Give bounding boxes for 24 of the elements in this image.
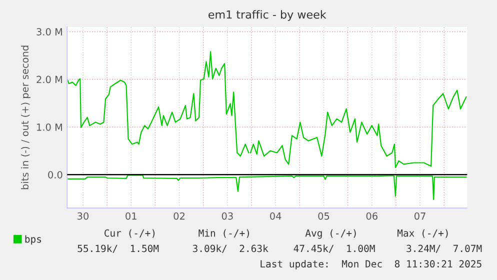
- text: 3.24M/ 7.07M: [406, 244, 482, 253]
- chart-title: em1 traffic - by week: [208, 10, 326, 21]
- x-tick-label: 03: [222, 212, 233, 220]
- x-tick-label: 07: [414, 212, 426, 220]
- x-tick-label: 30: [78, 212, 89, 220]
- y-tick-label: 1.0 M: [37, 123, 62, 131]
- text: 47.45k/ 1.00M: [294, 244, 375, 253]
- text: Avg (-/+): [305, 229, 356, 239]
- y-tick-label: 2.0 M: [36, 76, 62, 84]
- legend-label: bps: [25, 235, 42, 245]
- x-tick-label: 02: [174, 212, 184, 220]
- text: Cur (-/+): [104, 229, 155, 238]
- y-tick-label: 0.0: [48, 171, 62, 178]
- x-tick-label: 01: [126, 212, 136, 220]
- text: 3.09k/ 2.63k: [192, 244, 268, 253]
- text: Max (-/+): [398, 229, 448, 238]
- x-tick-label: 06: [366, 212, 378, 220]
- y-tick-label: 3.0 M: [36, 28, 62, 36]
- x-tick-label: 04: [270, 212, 282, 220]
- text: Last update: Mon Dec 8 11:30:21 2025: [260, 260, 482, 270]
- text: 55.19k/ 1.50M: [78, 244, 159, 253]
- x-tick-label: 05: [318, 212, 330, 220]
- text: Min (-/+): [198, 229, 249, 238]
- y-axis-title: bits in (-) / out (+) per second: [21, 46, 30, 190]
